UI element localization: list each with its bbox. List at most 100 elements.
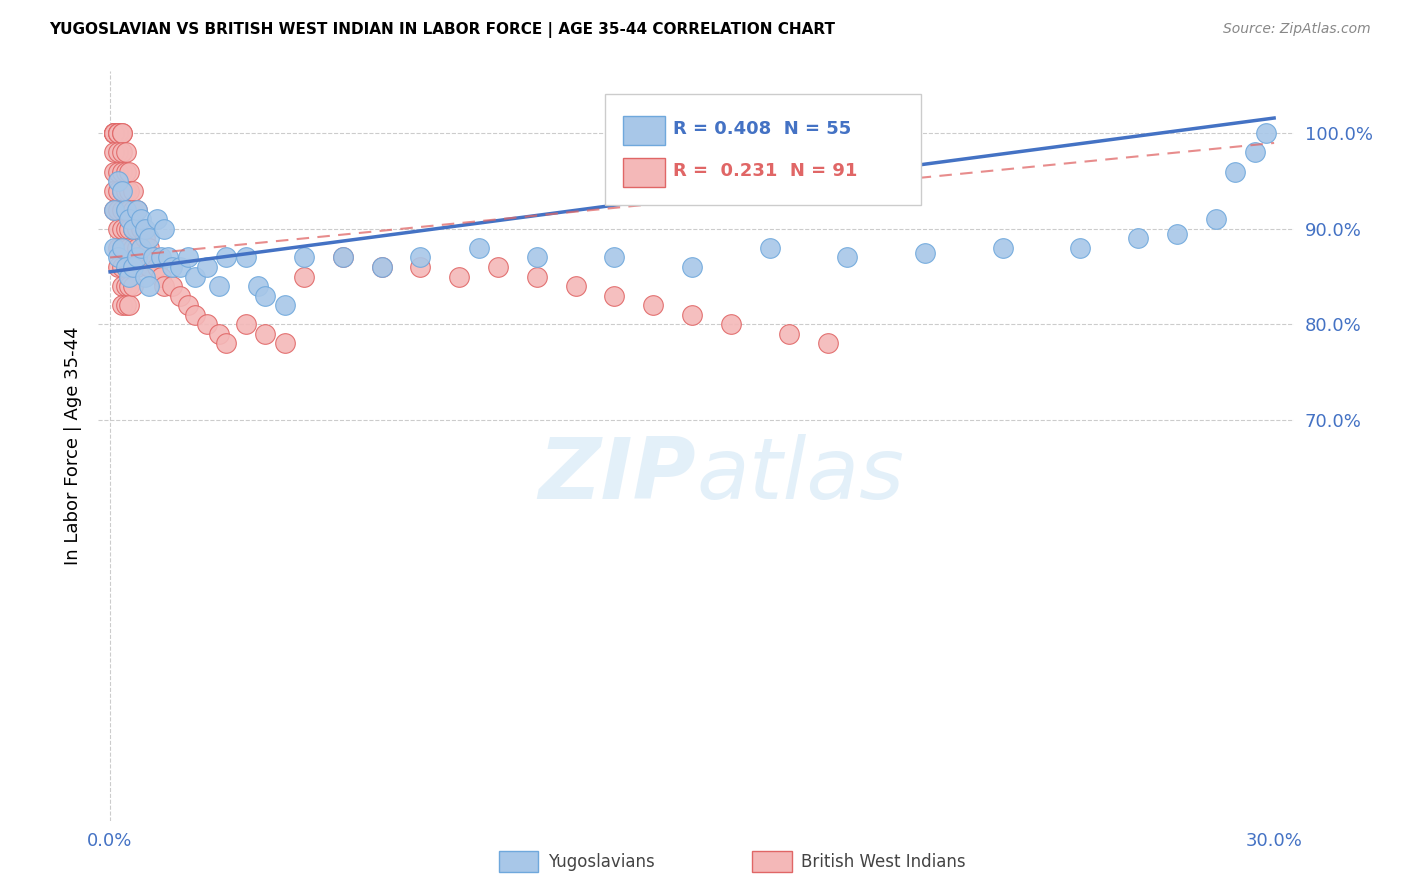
Point (122, 260, 145, 274)
Point (134, 222, 156, 236)
Point (111, 260, 134, 274)
Point (467, 241, 489, 255)
Point (138, 231, 160, 245)
Point (118, 269, 141, 284)
Point (720, 318, 742, 332)
Point (118, 298, 141, 312)
Text: atlas: atlas (696, 434, 904, 517)
Point (103, 127, 125, 141)
Point (111, 222, 134, 236)
Point (127, 222, 149, 236)
Point (127, 260, 149, 274)
Point (129, 212, 152, 227)
Point (208, 279, 231, 293)
Point (914, 245, 936, 260)
Point (114, 184, 136, 198)
Point (107, 127, 129, 141)
Text: Yugoslavians: Yugoslavians (548, 853, 655, 871)
Point (114, 241, 136, 255)
Point (103, 127, 125, 141)
Point (195, 260, 218, 274)
Point (564, 279, 586, 293)
Point (127, 202, 149, 217)
Point (103, 145, 125, 160)
Point (107, 145, 129, 160)
Point (111, 184, 134, 198)
Point (409, 260, 432, 274)
Point (817, 336, 839, 351)
Point (1128, 231, 1150, 245)
Point (449, 269, 471, 284)
Point (118, 241, 141, 255)
Text: British West Indians: British West Indians (801, 853, 966, 871)
Point (292, 269, 315, 284)
Point (107, 174, 129, 188)
Point (273, 298, 295, 312)
Point (149, 269, 172, 284)
Point (118, 260, 141, 274)
Point (160, 279, 183, 293)
Point (184, 269, 207, 284)
Point (118, 212, 141, 227)
Point (114, 298, 136, 312)
Point (273, 336, 295, 351)
Point (118, 184, 141, 198)
Point (103, 164, 125, 178)
Point (122, 184, 145, 198)
Point (122, 222, 145, 236)
Point (103, 127, 125, 141)
Point (122, 222, 145, 236)
Point (134, 269, 156, 284)
Point (127, 241, 149, 255)
Point (122, 241, 145, 255)
Point (1205, 212, 1227, 227)
Point (122, 279, 145, 293)
Point (114, 164, 136, 178)
Text: R = 0.408  N = 55: R = 0.408 N = 55 (673, 120, 852, 138)
Point (758, 241, 780, 255)
Point (142, 251, 165, 265)
Point (254, 326, 277, 341)
Point (114, 145, 136, 160)
Point (127, 251, 149, 265)
Point (111, 184, 134, 198)
Point (103, 127, 125, 141)
Text: ZIP: ZIP (538, 434, 696, 517)
Point (122, 202, 145, 217)
Text: YUGOSLAVIAN VS BRITISH WEST INDIAN IN LABOR FORCE | AGE 35-44 CORRELATION CHART: YUGOSLAVIAN VS BRITISH WEST INDIAN IN LA… (49, 22, 835, 38)
Point (837, 251, 859, 265)
Point (111, 127, 134, 141)
Point (138, 260, 160, 274)
Point (195, 318, 218, 332)
Point (111, 202, 134, 217)
Point (1069, 241, 1091, 255)
Point (153, 222, 176, 236)
Point (176, 298, 198, 312)
Point (114, 279, 136, 293)
Point (111, 127, 134, 141)
Point (111, 145, 134, 160)
Point (176, 251, 198, 265)
Point (107, 127, 129, 141)
Point (111, 298, 134, 312)
Point (103, 202, 125, 217)
Point (643, 298, 665, 312)
Point (526, 269, 548, 284)
Point (142, 251, 165, 265)
Point (107, 251, 129, 265)
Point (107, 127, 129, 141)
Point (681, 308, 703, 322)
Point (122, 260, 145, 274)
Point (114, 222, 136, 236)
Point (145, 260, 167, 274)
Point (114, 202, 136, 217)
Point (118, 222, 141, 236)
Point (118, 202, 141, 217)
Point (332, 251, 354, 265)
Point (235, 251, 257, 265)
Point (129, 251, 152, 265)
Point (1256, 127, 1278, 141)
Point (145, 212, 167, 227)
Point (157, 251, 180, 265)
Point (129, 241, 152, 255)
